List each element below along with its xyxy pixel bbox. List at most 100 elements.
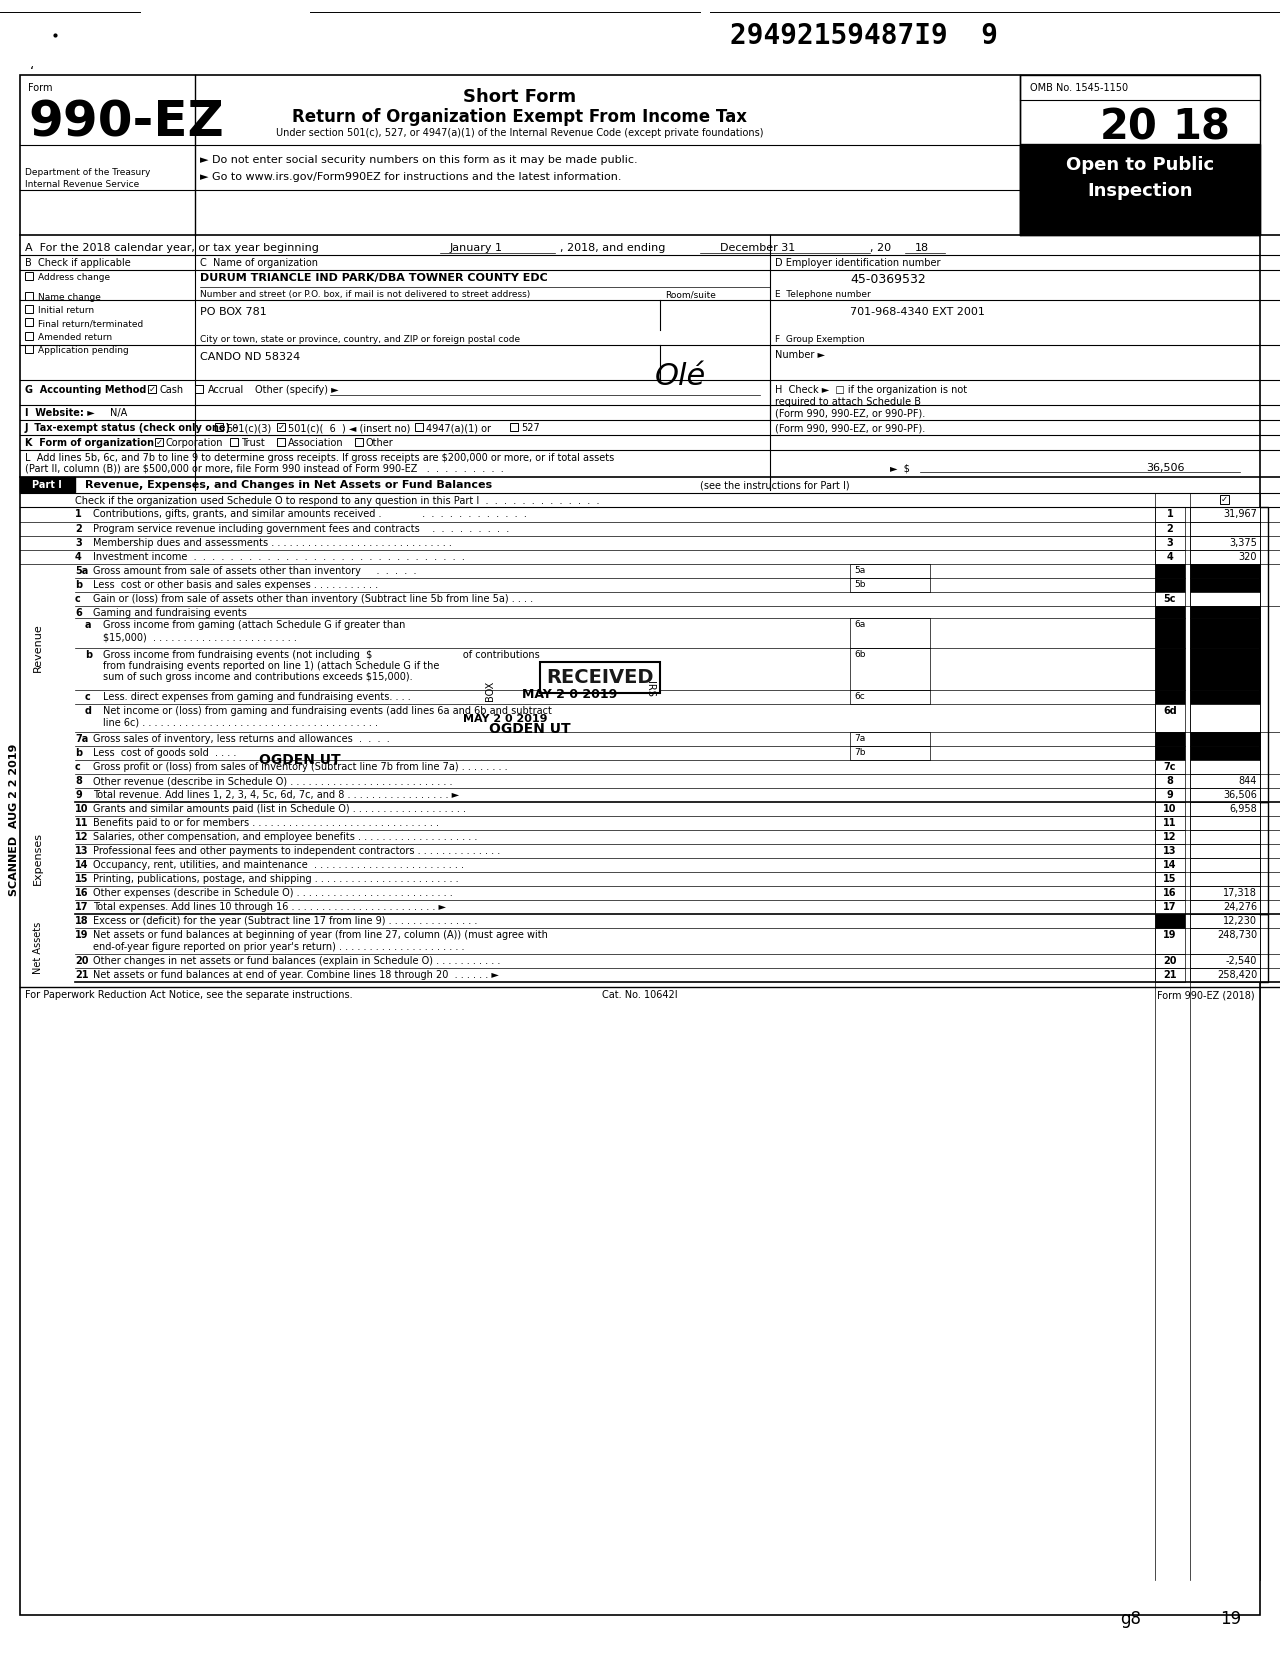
Text: Initial return: Initial return <box>38 306 95 316</box>
Text: Final return/terminated: Final return/terminated <box>38 319 143 327</box>
Text: OMB No. 1545-1150: OMB No. 1545-1150 <box>1030 83 1128 93</box>
Text: 990-EZ: 990-EZ <box>28 98 224 145</box>
Text: 701-968-4340 EXT 2001: 701-968-4340 EXT 2001 <box>850 307 984 317</box>
Text: I  Website: ►: I Website: ► <box>26 408 95 418</box>
Bar <box>1155 817 1185 830</box>
Bar <box>276 438 285 446</box>
Text: Return of Organization Exempt From Income Tax: Return of Organization Exempt From Incom… <box>293 107 748 126</box>
Text: 3: 3 <box>76 537 82 549</box>
Text: For Paperwork Reduction Act Notice, see the separate instructions.: For Paperwork Reduction Act Notice, see … <box>26 990 352 1000</box>
Bar <box>1190 618 1260 648</box>
Text: Occupancy, rent, utilities, and maintenance  . . . . . . . . . . . . . . . . . .: Occupancy, rent, utilities, and maintena… <box>93 860 465 869</box>
Text: Less  cost or other basis and sales expenses . . . . . . . . . . .: Less cost or other basis and sales expen… <box>93 580 378 590</box>
Text: 16: 16 <box>76 888 88 898</box>
Text: 18: 18 <box>1172 106 1230 149</box>
Text: 3: 3 <box>1166 537 1174 549</box>
Text: ►  $: ► $ <box>890 463 910 473</box>
Text: Gross sales of inventory, less returns and allowances  .  .  .  .: Gross sales of inventory, less returns a… <box>93 734 389 744</box>
Bar <box>850 564 931 579</box>
Bar <box>850 732 931 746</box>
Bar <box>155 438 163 446</box>
Bar <box>1155 845 1185 858</box>
Bar <box>1155 830 1185 845</box>
Bar <box>1190 774 1260 788</box>
Bar <box>1190 954 1260 969</box>
Text: 6c: 6c <box>854 693 865 701</box>
Text: ✓: ✓ <box>278 423 284 431</box>
Text: 36,506: 36,506 <box>1224 790 1257 800</box>
Bar <box>1190 914 1260 927</box>
Text: 18: 18 <box>76 916 88 926</box>
Text: Net income or (loss) from gaming and fundraising events (add lines 6a and 6b and: Net income or (loss) from gaming and fun… <box>102 706 552 716</box>
Bar <box>850 618 931 648</box>
Text: ✓: ✓ <box>1221 494 1228 504</box>
Text: 2: 2 <box>1166 524 1174 534</box>
Text: Trust: Trust <box>241 438 265 448</box>
Text: Total expenses. Add lines 10 through 16 . . . . . . . . . . . . . . . . . . . . : Total expenses. Add lines 10 through 16 … <box>93 903 445 912</box>
Text: B  Check if applicable: B Check if applicable <box>26 258 131 268</box>
Bar <box>1190 969 1260 982</box>
Bar <box>1155 899 1185 914</box>
Bar <box>509 423 518 431</box>
Text: c: c <box>76 593 81 603</box>
Text: City or town, state or province, country, and ZIP or foreign postal code: City or town, state or province, country… <box>200 336 520 344</box>
Text: Net assets or fund balances at end of year. Combine lines 18 through 20  . . . .: Net assets or fund balances at end of ye… <box>93 970 499 980</box>
Text: 18: 18 <box>915 243 929 253</box>
Text: 320: 320 <box>1239 552 1257 562</box>
Text: A  For the 2018 calendar year, or tax year beginning: A For the 2018 calendar year, or tax yea… <box>26 243 319 253</box>
Text: 844: 844 <box>1239 775 1257 785</box>
Bar <box>1190 746 1260 760</box>
Text: C  Name of organization: C Name of organization <box>200 258 317 268</box>
Bar <box>1155 914 1185 927</box>
Text: 31,967: 31,967 <box>1224 509 1257 519</box>
Bar <box>1155 648 1185 689</box>
Text: N/A: N/A <box>110 408 127 418</box>
Bar <box>1190 760 1260 774</box>
Text: 19: 19 <box>1164 931 1176 941</box>
Text: (see the instructions for Part I): (see the instructions for Part I) <box>700 479 850 489</box>
Bar <box>276 423 285 431</box>
Text: Inspection: Inspection <box>1087 182 1193 200</box>
Bar <box>1190 564 1260 579</box>
Text: Program service revenue including government fees and contracts    .  .  .  .  .: Program service revenue including govern… <box>93 524 509 534</box>
Text: Membership dues and assessments . . . . . . . . . . . . . . . . . . . . . . . . : Membership dues and assessments . . . . … <box>93 537 452 549</box>
Bar <box>1155 607 1185 618</box>
Bar <box>1155 689 1185 704</box>
Bar <box>1155 564 1185 579</box>
Text: 45-0369532: 45-0369532 <box>850 273 925 286</box>
Text: Revenue: Revenue <box>33 623 44 671</box>
Text: 12,230: 12,230 <box>1222 916 1257 926</box>
Text: g8: g8 <box>1120 1610 1140 1628</box>
Text: $15,000)  . . . . . . . . . . . . . . . . . . . . . . . .: $15,000) . . . . . . . . . . . . . . . .… <box>102 631 297 641</box>
Text: 501(c)(  6  ) ◄ (insert no): 501(c)( 6 ) ◄ (insert no) <box>288 423 411 433</box>
Bar <box>1155 802 1185 817</box>
Bar <box>1155 886 1185 899</box>
Text: 4: 4 <box>1166 552 1174 562</box>
Bar <box>1155 788 1185 802</box>
Text: 5a: 5a <box>854 565 865 575</box>
Bar <box>1190 873 1260 886</box>
Text: , 20: , 20 <box>870 243 891 253</box>
Bar <box>26 273 33 279</box>
Text: 4947(a)(1) or: 4947(a)(1) or <box>426 423 492 433</box>
Text: Room/suite: Room/suite <box>666 289 716 299</box>
Text: Gross income from fundraising events (not including  $                          : Gross income from fundraising events (no… <box>102 650 540 660</box>
Bar <box>1190 607 1260 618</box>
Text: 1: 1 <box>1166 509 1174 519</box>
Bar <box>26 345 33 354</box>
Text: 12: 12 <box>76 831 88 841</box>
Text: RECEIVED: RECEIVED <box>547 668 654 688</box>
Text: 15: 15 <box>76 874 88 884</box>
Bar <box>1190 536 1260 550</box>
Text: Gaming and fundraising events: Gaming and fundraising events <box>93 608 247 618</box>
Bar <box>1020 144 1260 235</box>
Bar <box>215 423 223 431</box>
Text: Grants and similar amounts paid (list in Schedule O) . . . . . . . . . . . . . .: Grants and similar amounts paid (list in… <box>93 803 466 813</box>
Text: K  Form of organization: K Form of organization <box>26 438 154 448</box>
Text: L  Add lines 5b, 6c, and 7b to line 9 to determine gross receipts. If gross rece: L Add lines 5b, 6c, and 7b to line 9 to … <box>26 453 614 463</box>
Text: 16: 16 <box>1164 888 1176 898</box>
Text: end-of-year figure reported on prior year's return) . . . . . . . . . . . . . . : end-of-year figure reported on prior yea… <box>93 942 465 952</box>
Bar <box>1220 494 1229 504</box>
Bar <box>1190 788 1260 802</box>
Text: 8: 8 <box>76 775 82 785</box>
